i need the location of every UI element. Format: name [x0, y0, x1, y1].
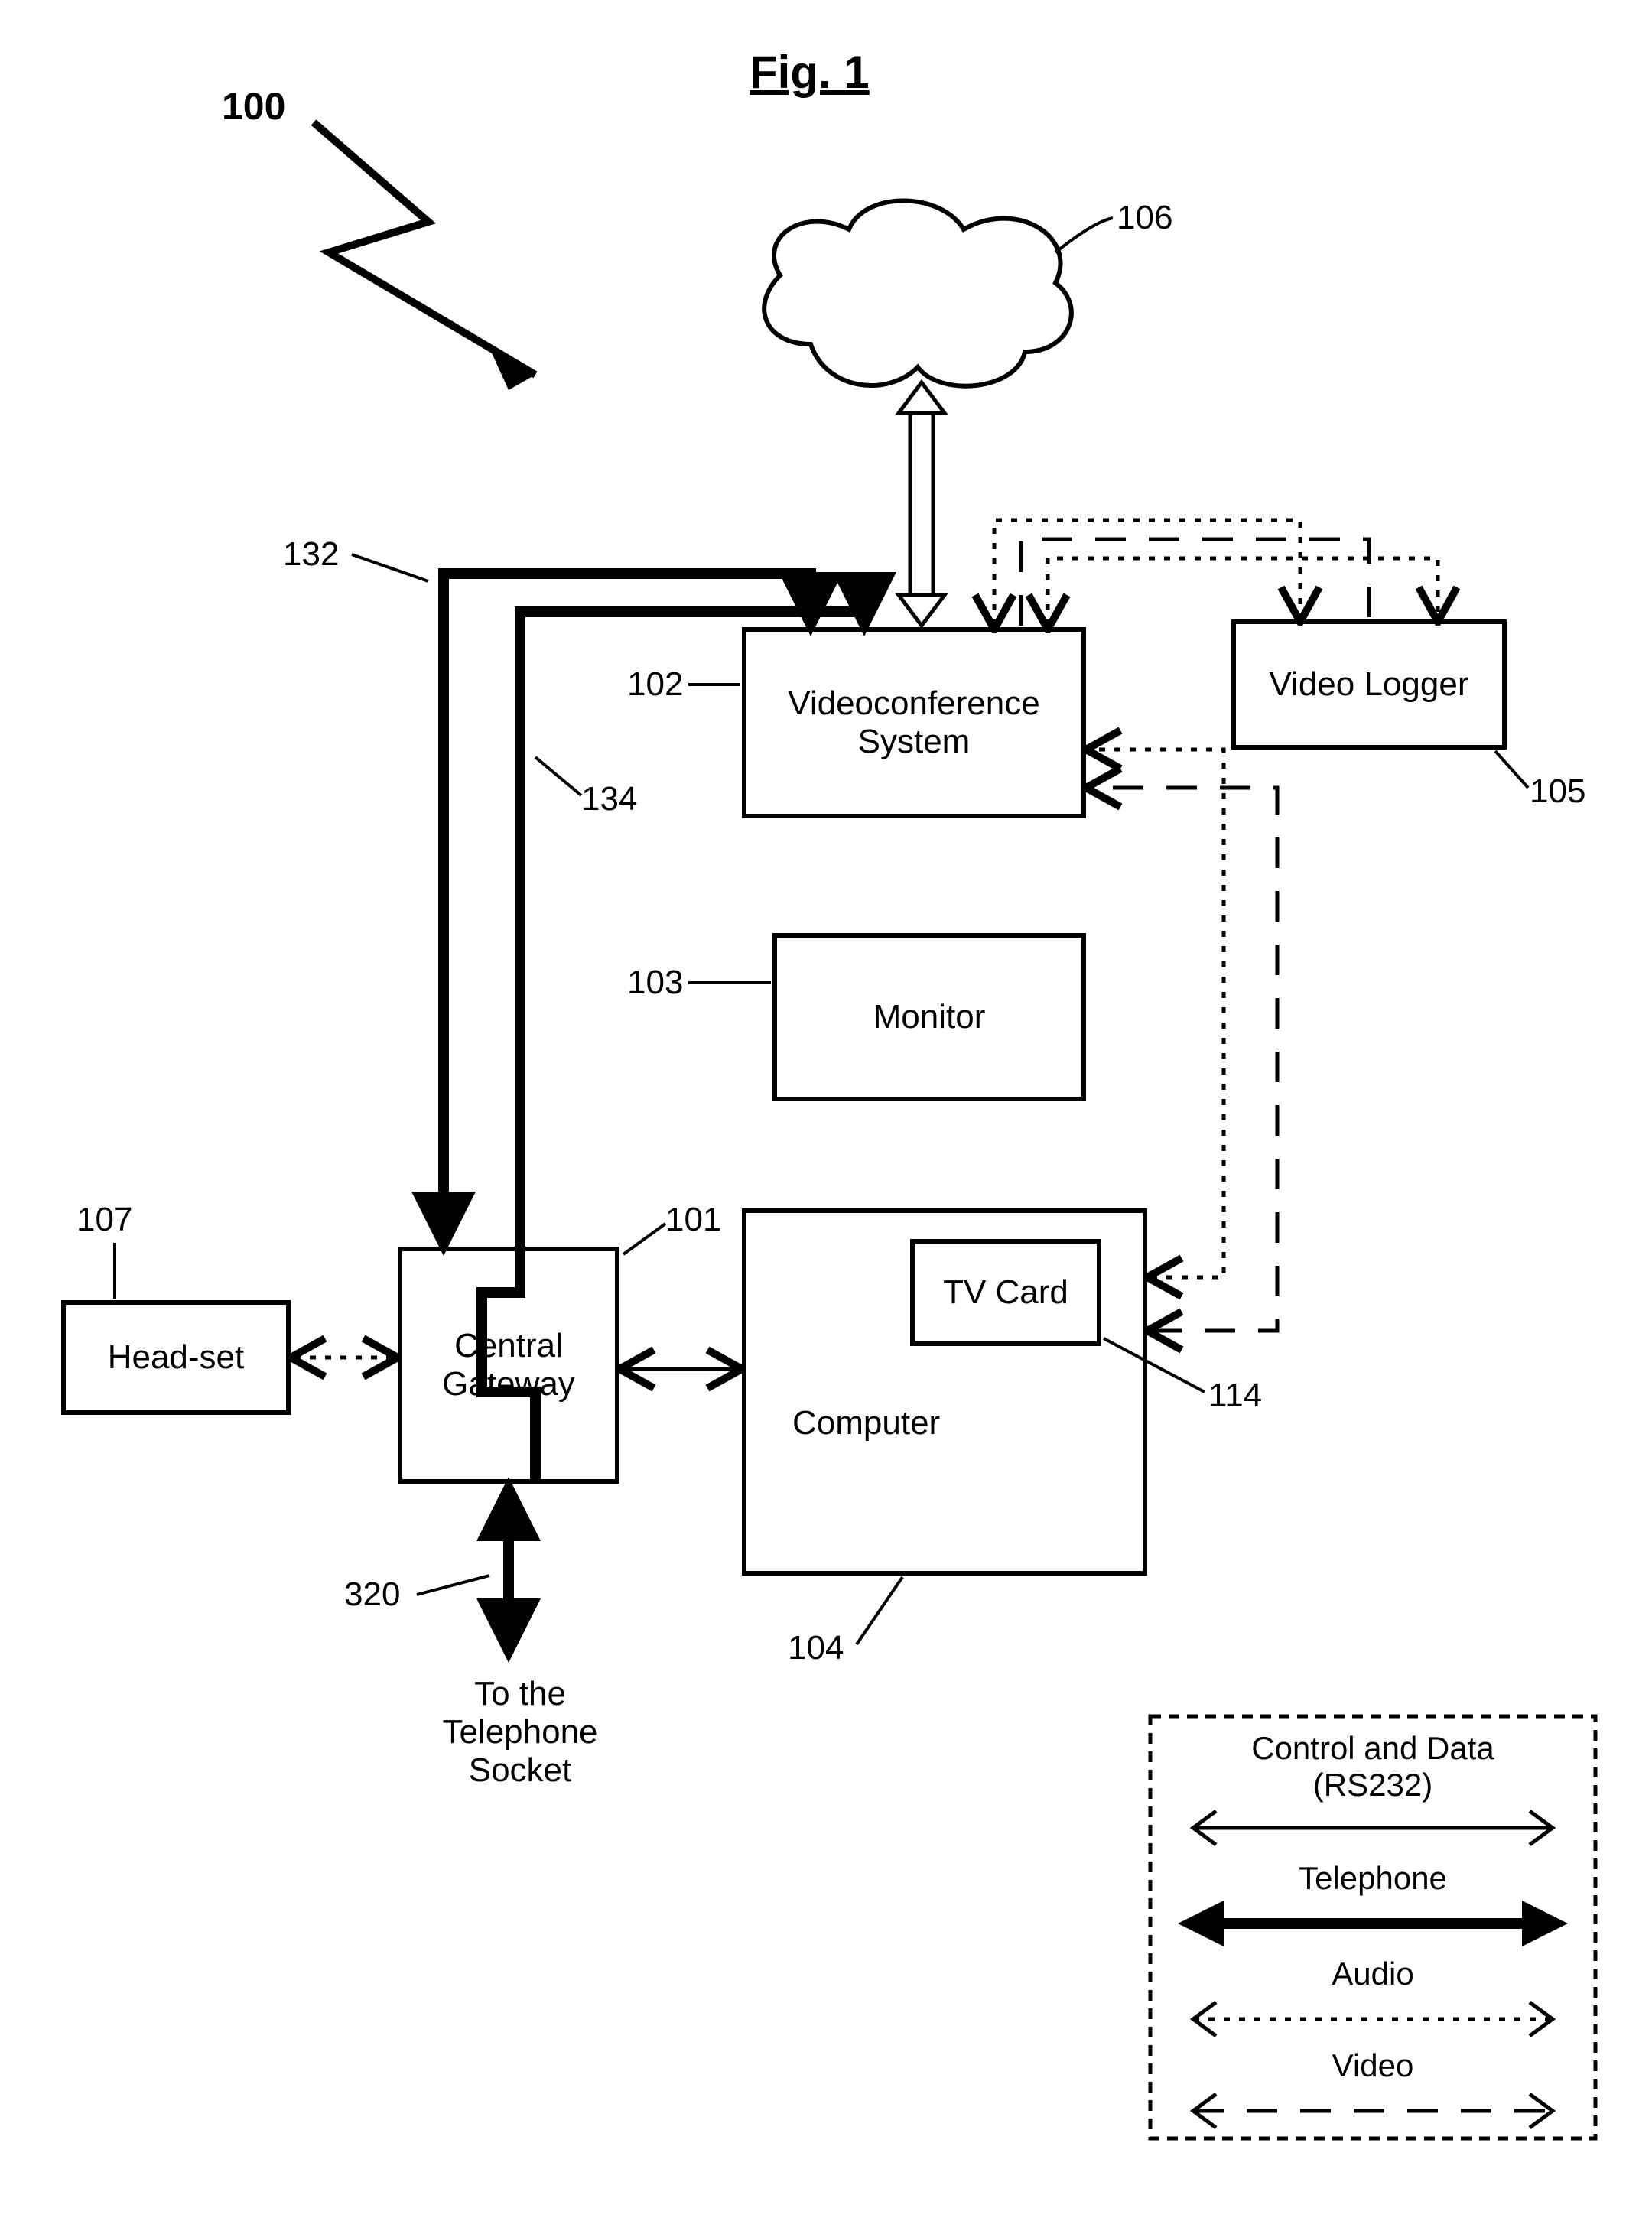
edge-320-label: 320	[344, 1576, 400, 1614]
logger-ref: 105	[1530, 772, 1585, 811]
legend-item-1-line2: (RS232)	[1313, 1767, 1432, 1803]
vcs-ref: 102	[627, 665, 683, 704]
tvcard-ref: 114	[1208, 1377, 1262, 1415]
video-logger-box: Video Logger	[1231, 619, 1507, 750]
cloud-label: PSTN/ISDN	[799, 275, 1052, 314]
pstn-vcs-link	[899, 382, 945, 626]
legend-svg: Control and Data (RS232) Telephone Audio…	[1147, 1713, 1598, 2141]
legend-item-1-line1: Control and Data	[1251, 1730, 1494, 1766]
legend-item-4: Video	[1332, 2047, 1414, 2083]
vcs-logger-audio-1	[994, 520, 1300, 626]
tv-card-box: TV Card	[910, 1239, 1101, 1346]
figure-title: Fig. 1	[750, 46, 870, 99]
edge-132-label: 132	[283, 535, 339, 574]
legend-box: Control and Data (RS232) Telephone Audio…	[1147, 1713, 1598, 2141]
legend-item-3: Audio	[1332, 1956, 1413, 1992]
monitor-ref: 103	[627, 964, 683, 1002]
system-reference-number: 100	[222, 84, 285, 128]
edge-134-label: 134	[581, 780, 637, 818]
videoconference-system-label: Videoconference System	[788, 685, 1039, 761]
headset-box: Head-set	[61, 1300, 291, 1415]
vcs-logger-audio-2	[1048, 558, 1438, 626]
cloud-ref: 106	[1117, 199, 1172, 237]
system-ref-arrow	[314, 122, 535, 375]
video-logger-label: Video Logger	[1270, 665, 1469, 704]
tv-card-label: TV Card	[943, 1273, 1068, 1312]
computer-ref: 104	[788, 1629, 844, 1667]
gateway-ref: 101	[665, 1201, 721, 1239]
figure-canvas: Fig. 1 100 PSTN/ISDN 106 Videoconference…	[0, 0, 1652, 2221]
computer-vcs-audio	[1090, 750, 1224, 1277]
videoconference-system-box: Videoconference System	[742, 627, 1086, 818]
central-gateway-box: Central Gateway	[398, 1247, 620, 1484]
computer-label: Computer	[792, 1404, 940, 1442]
central-gateway-label: Central Gateway	[442, 1327, 575, 1403]
vcs-logger-video	[1021, 539, 1369, 626]
headset-ref: 107	[76, 1201, 132, 1239]
monitor-label: Monitor	[873, 998, 986, 1036]
monitor-box: Monitor	[772, 933, 1086, 1101]
headset-label: Head-set	[108, 1338, 245, 1377]
telephone-socket-label: To the Telephone Socket	[428, 1675, 612, 1790]
legend-item-2: Telephone	[1299, 1860, 1447, 1896]
